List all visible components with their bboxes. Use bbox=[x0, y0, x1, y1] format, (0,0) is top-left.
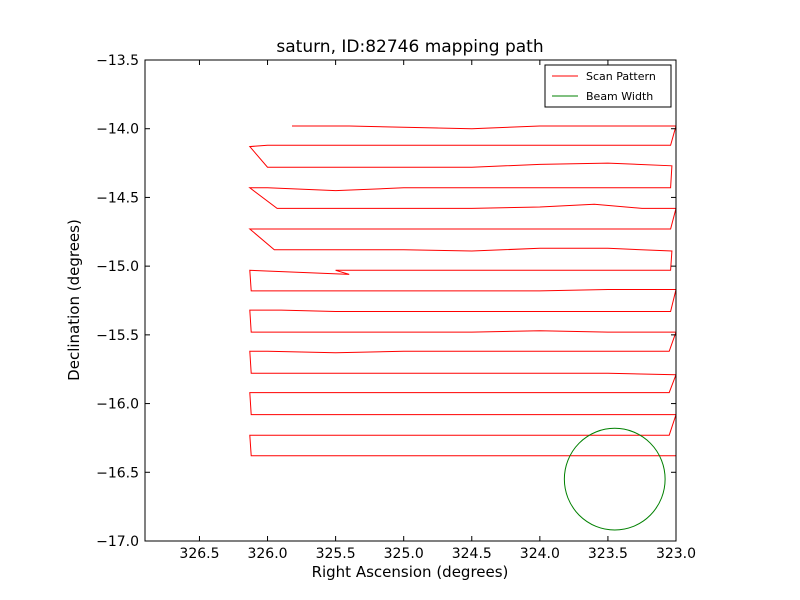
x-tick-label: 326.0 bbox=[247, 546, 287, 562]
x-tick-label: 323.0 bbox=[656, 546, 696, 562]
x-tick-label: 324.5 bbox=[452, 546, 492, 562]
plot-area-data bbox=[248, 125, 676, 531]
x-tick-label: 323.5 bbox=[588, 546, 628, 562]
y-tick-label: −13.5 bbox=[96, 53, 139, 69]
chart-title: saturn, ID:82746 mapping path bbox=[276, 37, 543, 57]
legend: Scan Pattern Beam Width bbox=[544, 64, 672, 108]
y-tick-label: −16.5 bbox=[96, 465, 139, 481]
plot-frame bbox=[144, 59, 677, 542]
y-axis: −13.5 −14.0 −14.5 −15.0 −15.5 −16.0 −16.5 −17.0 bbox=[96, 53, 676, 550]
scan-pattern-line bbox=[248, 125, 676, 457]
y-tick-label: −16.0 bbox=[96, 397, 139, 413]
y-tick-label: −14.0 bbox=[96, 122, 139, 138]
x-axis-label: Right Ascension (degrees) bbox=[312, 563, 509, 581]
legend-box bbox=[544, 64, 672, 108]
y-tick-label: −17.0 bbox=[96, 534, 139, 550]
y-axis-label: Declination (degrees) bbox=[65, 219, 83, 381]
x-tick-label: 324.0 bbox=[520, 546, 560, 562]
beam-width-circle bbox=[563, 427, 666, 531]
y-tick-label: −15.0 bbox=[96, 259, 139, 275]
x-tick-label: 326.5 bbox=[179, 546, 219, 562]
legend-label-scan: Scan Pattern bbox=[586, 70, 656, 83]
x-tick-label: 325.5 bbox=[316, 546, 356, 562]
legend-label-beam: Beam Width bbox=[586, 90, 653, 103]
x-tick-label: 325.0 bbox=[384, 546, 424, 562]
x-axis: 326.5 326.0 325.5 325.0 324.5 324.0 323.5 323.0 bbox=[179, 60, 696, 562]
y-tick-label: −15.5 bbox=[96, 328, 139, 344]
y-tick-label: −14.5 bbox=[96, 190, 139, 206]
